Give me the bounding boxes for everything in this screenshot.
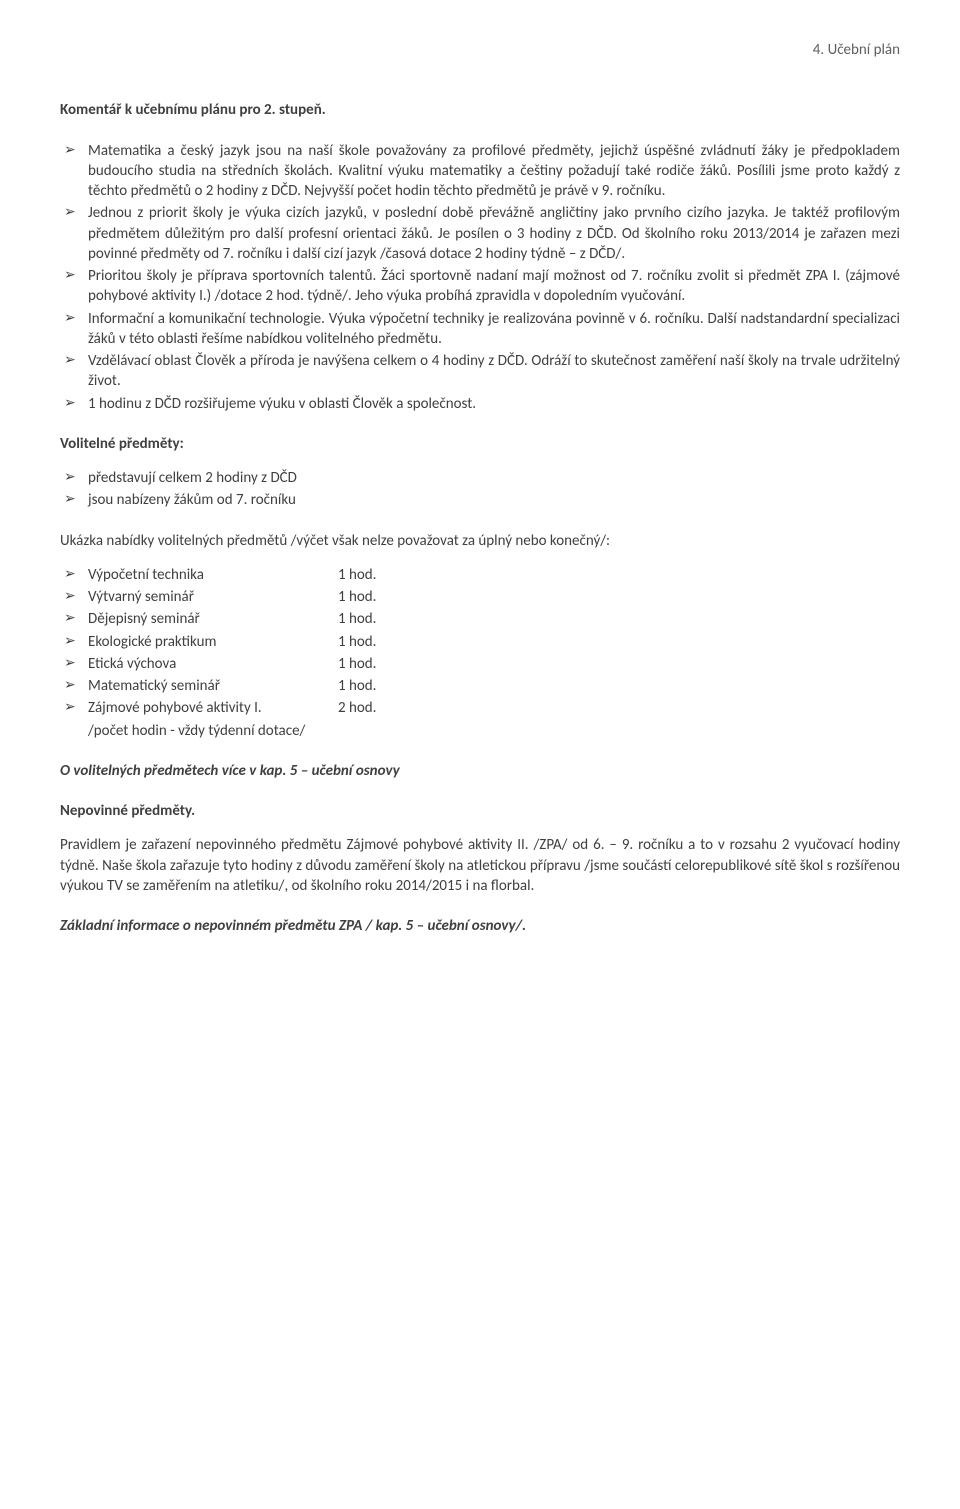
course-name: Zájmové pohybové aktivity I. bbox=[88, 698, 338, 718]
course-name: Dějepisný seminář bbox=[88, 609, 338, 629]
list-item: Vzdělávací oblast Člověk a příroda je na… bbox=[88, 351, 900, 392]
course-hours: 1 hod. bbox=[338, 654, 376, 674]
course-hours: 1 hod. bbox=[338, 587, 376, 607]
list-item: Informační a komunikační technologie. Vý… bbox=[88, 309, 900, 350]
more-info-line: O volitelných předmětech více v kap. 5 –… bbox=[60, 761, 900, 781]
course-row: Výpočetní technika1 hod. bbox=[88, 565, 900, 585]
footer-line: Základní informace o nepovinném předmětu… bbox=[60, 916, 900, 936]
course-row: Ekologické praktikum1 hod. bbox=[88, 632, 900, 652]
list-item: Matematika a český jazyk jsou na naší šk… bbox=[88, 141, 900, 202]
list-item: představují celkem 2 hodiny z DČD bbox=[88, 468, 900, 488]
course-hours: 2 hod. bbox=[338, 698, 376, 718]
course-name: Ekologické praktikum bbox=[88, 632, 338, 652]
list-item: Jednou z priorit školy je výuka cizích j… bbox=[88, 203, 900, 264]
optional-subjects-heading: Volitelné předměty: bbox=[60, 434, 900, 454]
course-name: Etická výchova bbox=[88, 654, 338, 674]
course-row: Zájmové pohybové aktivity I.2 hod. bbox=[88, 698, 900, 718]
main-bullet-list: Matematika a český jazyk jsou na naší šk… bbox=[60, 141, 900, 414]
course-row: Etická výchova1 hod. bbox=[88, 654, 900, 674]
nonmandatory-heading: Nepovinné předměty. bbox=[60, 801, 900, 821]
list-item: jsou nabízeny žákům od 7. ročníku bbox=[88, 490, 900, 510]
course-hours: 1 hod. bbox=[338, 676, 376, 696]
course-hours: 1 hod. bbox=[338, 609, 376, 629]
course-row: Matematický seminář1 hod. bbox=[88, 676, 900, 696]
course-row: Dějepisný seminář1 hod. bbox=[88, 609, 900, 629]
list-item: 1 hodinu z DČD rozšiřujeme výuku v oblas… bbox=[88, 394, 900, 414]
list-item: Prioritou školy je příprava sportovních … bbox=[88, 266, 900, 307]
course-name: Výtvarný seminář bbox=[88, 587, 338, 607]
page-title: Komentář k učebnímu plánu pro 2. stupeň. bbox=[60, 100, 900, 120]
header-label: 4. Učební plán bbox=[60, 40, 900, 60]
course-name: Výpočetní technika bbox=[88, 565, 338, 585]
course-name: Matematický seminář bbox=[88, 676, 338, 696]
course-row: Výtvarný seminář1 hod. bbox=[88, 587, 900, 607]
course-list: Výpočetní technika1 hod. Výtvarný seminá… bbox=[60, 565, 900, 719]
course-hours: 1 hod. bbox=[338, 565, 376, 585]
courses-note: /počet hodin - vždy týdenní dotace/ bbox=[60, 721, 900, 741]
optional-bullet-list: představují celkem 2 hodiny z DČD jsou n… bbox=[60, 468, 900, 511]
sample-intro: Ukázka nabídky volitelných předmětů /výč… bbox=[60, 531, 900, 551]
nonmandatory-paragraph: Pravidlem je zařazení nepovinného předmě… bbox=[60, 835, 900, 896]
course-hours: 1 hod. bbox=[338, 632, 376, 652]
